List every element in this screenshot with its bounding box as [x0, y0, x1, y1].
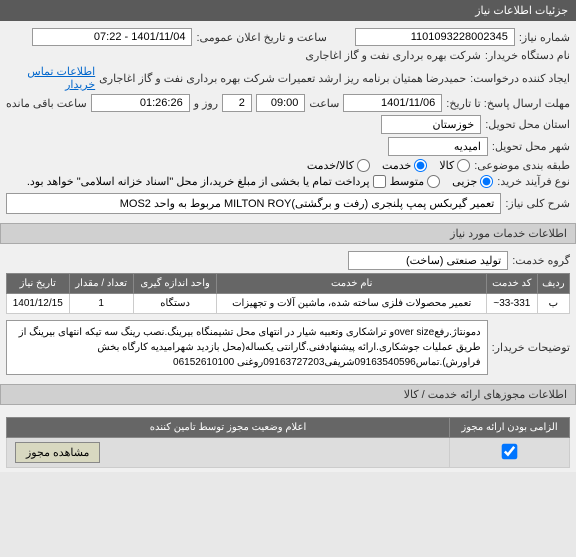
requester-label: ایجاد کننده درخواست:: [470, 72, 570, 85]
days-field: 2: [222, 94, 252, 112]
th-mandatory: الزامی بودن ارائه مجوز: [450, 418, 570, 438]
deadline-date-field: 1401/11/06: [343, 94, 442, 112]
deadline-time-field: 09:00: [256, 94, 306, 112]
status-cell: مشاهده مجوز: [7, 438, 450, 468]
city-label: شهر محل تحویل:: [492, 140, 570, 153]
th-name: نام خدمت: [217, 274, 487, 294]
td-qty: 1: [69, 294, 133, 314]
service-group-field: تولید صنعتی (ساخت): [348, 251, 508, 270]
service-group-label: گروه خدمت:: [512, 254, 570, 267]
th-code: کد خدمت: [486, 274, 537, 294]
th-qty: تعداد / مقدار: [69, 274, 133, 294]
desc-field: تعمیر گیربکس پمپ پلنجری (رفت و برگشتی)MI…: [6, 193, 501, 214]
province-field: خوزستان: [381, 115, 481, 134]
th-unit: واحد اندازه گیری: [133, 274, 217, 294]
need-number-field: 1101093228002345: [355, 28, 515, 46]
radio-goods-service[interactable]: کالا/خدمت: [307, 159, 370, 172]
th-date: تاریخ نیاز: [7, 274, 70, 294]
announce-field: 1401/11/04 - 07:22: [32, 28, 192, 46]
th-row: ردیف: [537, 274, 569, 294]
province-label: استان محل تحویل:: [485, 118, 570, 131]
radio-service[interactable]: خدمت: [382, 159, 427, 172]
mandatory-cell: [450, 438, 570, 468]
process-radios: جزیی متوسط: [390, 175, 494, 188]
th-status: اعلام وضعیت مجوز توسط تامین کننده: [7, 418, 450, 438]
buyer-desc-field: دمونتاژ.رفعover sizeو تراشکاری وتعبیه شی…: [6, 320, 488, 375]
deadline-label: مهلت ارسال پاسخ: تا تاریخ:: [446, 97, 570, 110]
td-row: ب: [537, 294, 569, 314]
table-row: ب 33-331~ تعمیر محصولات فلزی ساخته ‌شده،…: [7, 294, 570, 314]
category-label: طبقه بندی موضوعی:: [474, 159, 570, 172]
radio-goods[interactable]: کالا: [439, 159, 470, 172]
services-table: ردیف کد خدمت نام خدمت واحد اندازه گیری ت…: [6, 273, 570, 314]
view-auth-button[interactable]: مشاهده مجوز: [15, 442, 100, 463]
buyer-value: شرکت بهره برداری نفت و گاز اغاجاری: [305, 49, 481, 62]
days-label: روز و: [194, 97, 218, 110]
announce-label: ساعت و تاریخ اعلان عمومی:: [196, 31, 326, 44]
services-header: اطلاعات خدمات مورد نیاز: [0, 223, 576, 244]
td-unit: دستگاه: [133, 294, 217, 314]
auth-row: مشاهده مجوز: [7, 438, 570, 468]
payment-check[interactable]: پرداخت تمام یا بخشی از مبلغ خرید،از محل …: [27, 175, 386, 188]
mandatory-checkbox[interactable]: [502, 443, 518, 459]
auth-header: اطلاعات مجوزهای ارائه خدمت / کالا: [0, 384, 576, 405]
radio-medium[interactable]: متوسط: [390, 175, 441, 188]
process-label: نوع فرآیند خرید:: [497, 175, 570, 188]
auth-table: الزامی بودن ارائه مجوز اعلام وضعیت مجوز …: [6, 417, 570, 468]
need-number-label: شماره نیاز:: [519, 31, 570, 44]
category-radios: کالا خدمت کالا/خدمت: [307, 159, 470, 172]
header-title: جزئیات اطلاعات نیاز: [475, 5, 568, 17]
contact-link[interactable]: اطلاعات تماس خریدار: [6, 65, 95, 91]
desc-label: شرح کلی نیاز:: [505, 197, 570, 210]
remaining-label: ساعت باقی مانده: [6, 97, 87, 110]
requester-value: حمیدرضا همتیان برنامه ریز ارشد تعمیرات ش…: [99, 72, 466, 85]
buyer-desc-label: توضیحات خریدار:: [492, 341, 570, 354]
radio-partial[interactable]: جزیی: [452, 175, 493, 188]
time-label: ساعت: [309, 97, 339, 110]
page-header: جزئیات اطلاعات نیاز: [0, 0, 576, 21]
td-code: 33-331~: [486, 294, 537, 314]
remaining-field: 01:26:26: [91, 94, 190, 112]
td-date: 1401/12/15: [7, 294, 70, 314]
td-name: تعمیر محصولات فلزی ساخته ‌شده، ماشین آلا…: [217, 294, 487, 314]
city-field: امیدیه: [388, 137, 488, 156]
buyer-label: نام دستگاه خریدار:: [485, 49, 570, 62]
